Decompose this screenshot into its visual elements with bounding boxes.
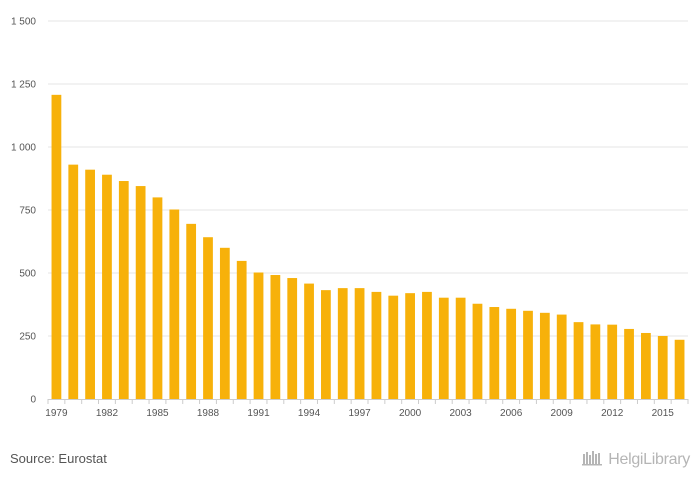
x-tick-label: 1979 [45,408,68,419]
bars [51,94,685,399]
x-tick-label: 1994 [298,408,321,419]
bar [102,174,112,399]
bar [371,291,382,399]
bar [438,297,449,399]
bar [287,278,298,399]
x-tick-label: 2000 [399,408,422,419]
bar [607,324,618,399]
bar [85,169,95,399]
y-tick-label: 0 [30,395,36,406]
bar [68,164,79,399]
brand-logo: HelgiLibrary [582,448,690,471]
bar [523,310,533,399]
y-tick-label: 250 [19,332,36,343]
x-tick-label: 2006 [500,408,523,419]
bar [405,293,415,399]
x-tick-label: 2015 [652,408,675,419]
bar [186,223,197,399]
bar [624,328,634,399]
bar [388,295,399,399]
x-tick-label: 1997 [348,408,371,419]
bar [321,290,331,399]
bar [152,197,163,399]
y-tick-label: 500 [19,269,36,280]
bar [556,314,567,399]
y-tick-label: 750 [19,206,36,217]
bar [573,322,584,399]
source-note: Source: Eurostat [10,451,107,466]
bar [489,307,500,399]
y-tick-label: 1 250 [11,80,36,91]
bar [236,260,247,399]
x-tick-label: 2012 [601,408,624,419]
bar [674,339,685,399]
x-tick-label: 1985 [146,408,169,419]
bar [354,288,365,399]
x-tick-label: 1991 [247,408,270,419]
bar [51,94,62,399]
bar [590,324,601,399]
x-tick-label: 1988 [197,408,220,419]
bar-chart: 0 250 500 750 1 000 1 250 1 500 1979 1982 1985 198… [11,17,689,419]
bar [253,272,264,399]
bar [135,186,146,399]
library-logo-icon [582,448,604,471]
y-tick-label: 1 500 [11,17,36,28]
bar [539,312,550,399]
x-tick-label: 2003 [450,408,473,419]
bar [169,209,180,399]
bar [422,291,432,399]
bar [455,297,466,399]
bar [118,181,129,399]
bar [203,237,213,399]
bar [657,336,668,399]
bar [641,332,651,399]
x-tick-label: 2009 [551,408,574,419]
bar [506,308,517,399]
y-tick-label: 1 000 [11,143,36,154]
bar [472,303,483,399]
axes: 0 250 500 750 1 000 1 250 1 500 1979 1982 1985 198… [11,17,689,419]
x-tick-label: 1982 [96,408,119,419]
bar [337,288,348,399]
bar [219,247,230,399]
bar [304,283,314,399]
brand-name: HelgiLibrary [608,450,690,468]
bar [270,275,281,399]
